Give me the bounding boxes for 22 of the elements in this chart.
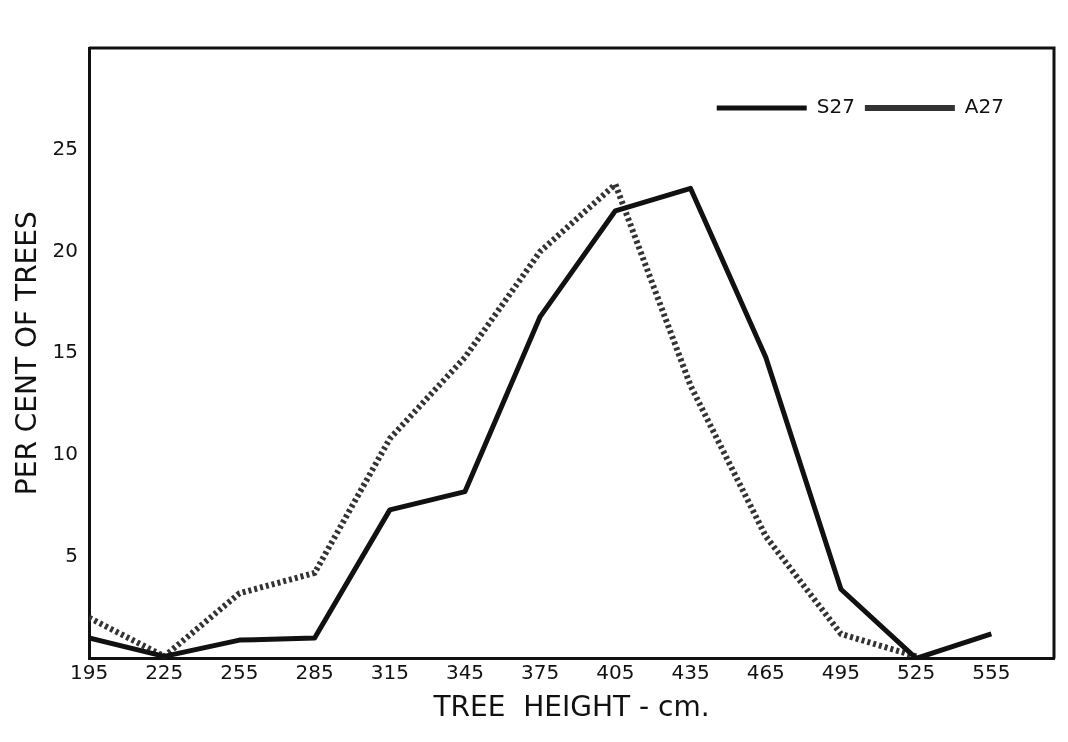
x-axis-title: TREE HEIGHT - cm.: [432, 690, 710, 724]
y-tick-label: 5: [65, 542, 79, 567]
x-tick-label: 405: [596, 659, 635, 684]
x-tick-label: 345: [445, 659, 485, 684]
x-tick-label: 315: [370, 659, 409, 684]
x-tick-label: 465: [746, 659, 785, 684]
y-tick-label: 15: [52, 339, 79, 364]
y-axis-title: PER CENT OF TREES: [10, 211, 44, 496]
legend-label: A27: [964, 94, 1005, 119]
y-tick-label: 20: [52, 237, 79, 262]
x-tick-label: 195: [69, 659, 109, 684]
x-tick-label: 495: [821, 659, 861, 684]
x-tick-label: 525: [897, 659, 936, 684]
x-tick-label: 555: [972, 659, 1011, 684]
legend-label: S27: [816, 94, 855, 119]
x-tick-label: 225: [145, 659, 184, 684]
y-tick-label: 10: [52, 441, 79, 466]
x-tick-label: 375: [521, 659, 560, 684]
x-tick-label: 435: [671, 659, 710, 684]
x-tick-label: 285: [295, 659, 334, 684]
x-tick-label: 255: [220, 659, 259, 684]
y-tick-label: 25: [52, 135, 79, 160]
